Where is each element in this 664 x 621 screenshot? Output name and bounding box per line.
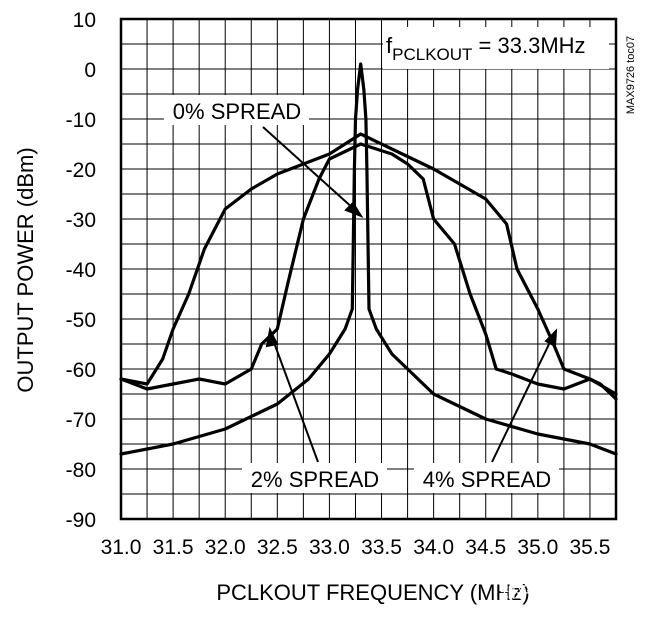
arrow-2-head — [265, 326, 279, 348]
y-tick-label: -20 — [66, 159, 96, 182]
y-tick-label: -60 — [66, 359, 96, 382]
arrows — [262, 126, 558, 463]
x-tick-label: 33.5 — [361, 536, 402, 559]
y-tick-label: -50 — [66, 309, 96, 332]
watermark: 知乎 @IEEE1364 — [500, 584, 625, 602]
x-tick-label: 32.0 — [205, 536, 246, 559]
y-tick-label: 0 — [84, 59, 96, 82]
series-line-1 — [119, 142, 618, 396]
y-tick-label: -70 — [66, 409, 96, 432]
arrow-0-line — [262, 126, 356, 211]
label-0-bg — [164, 95, 309, 125]
label-4-bg — [414, 463, 559, 493]
x-tick-label: 33.0 — [309, 536, 350, 559]
y-tick-label: 10 — [73, 9, 96, 32]
y-tick-label: -30 — [66, 209, 96, 232]
side-code-label: MAX9726 toc07 — [625, 36, 637, 114]
series-line-0 — [119, 62, 618, 456]
y-axis-title: OUTPUT POWER (dBm) — [13, 147, 38, 392]
tick-labels: 31.0 31.5 32.0 32.5 33.0 33.5 34.0 34.5 35.0 35.5… — [66, 9, 611, 559]
label-4-spread: 4% SPREAD — [423, 467, 551, 492]
x-tick-label: 35.0 — [517, 536, 558, 559]
series-line-2 — [119, 132, 618, 401]
y-tick-label: -40 — [66, 259, 96, 282]
y-tick-label: -90 — [66, 509, 96, 532]
arrow-0-head — [344, 201, 364, 219]
label-2-bg — [242, 463, 387, 493]
plot-frame — [119, 17, 618, 521]
x-tick-label: 34.5 — [465, 536, 506, 559]
label-0-spread: 0% SPREAD — [173, 99, 301, 124]
freq-label-bg — [383, 27, 609, 69]
y-tick-label: -10 — [66, 109, 96, 132]
arrow-4-head — [544, 328, 558, 348]
y-tick-label: -80 — [66, 459, 96, 482]
x-tick-label: 34.0 — [413, 536, 454, 559]
x-axis-title: PCLKOUT FREQUENCY (MHz) — [216, 580, 529, 605]
x-tick-label: 31.5 — [153, 536, 194, 559]
freq-label: fPCLKOUT = 33.3MHz — [386, 33, 586, 64]
arrow-2-line — [271, 336, 319, 463]
x-tick-label: 35.5 — [570, 536, 611, 559]
series-group — [119, 62, 618, 456]
x-tick-label: 32.5 — [257, 536, 298, 559]
arrow-4-line — [491, 337, 553, 463]
label-2-spread: 2% SPREAD — [251, 467, 379, 492]
x-tick-label: 31.0 — [101, 536, 142, 559]
